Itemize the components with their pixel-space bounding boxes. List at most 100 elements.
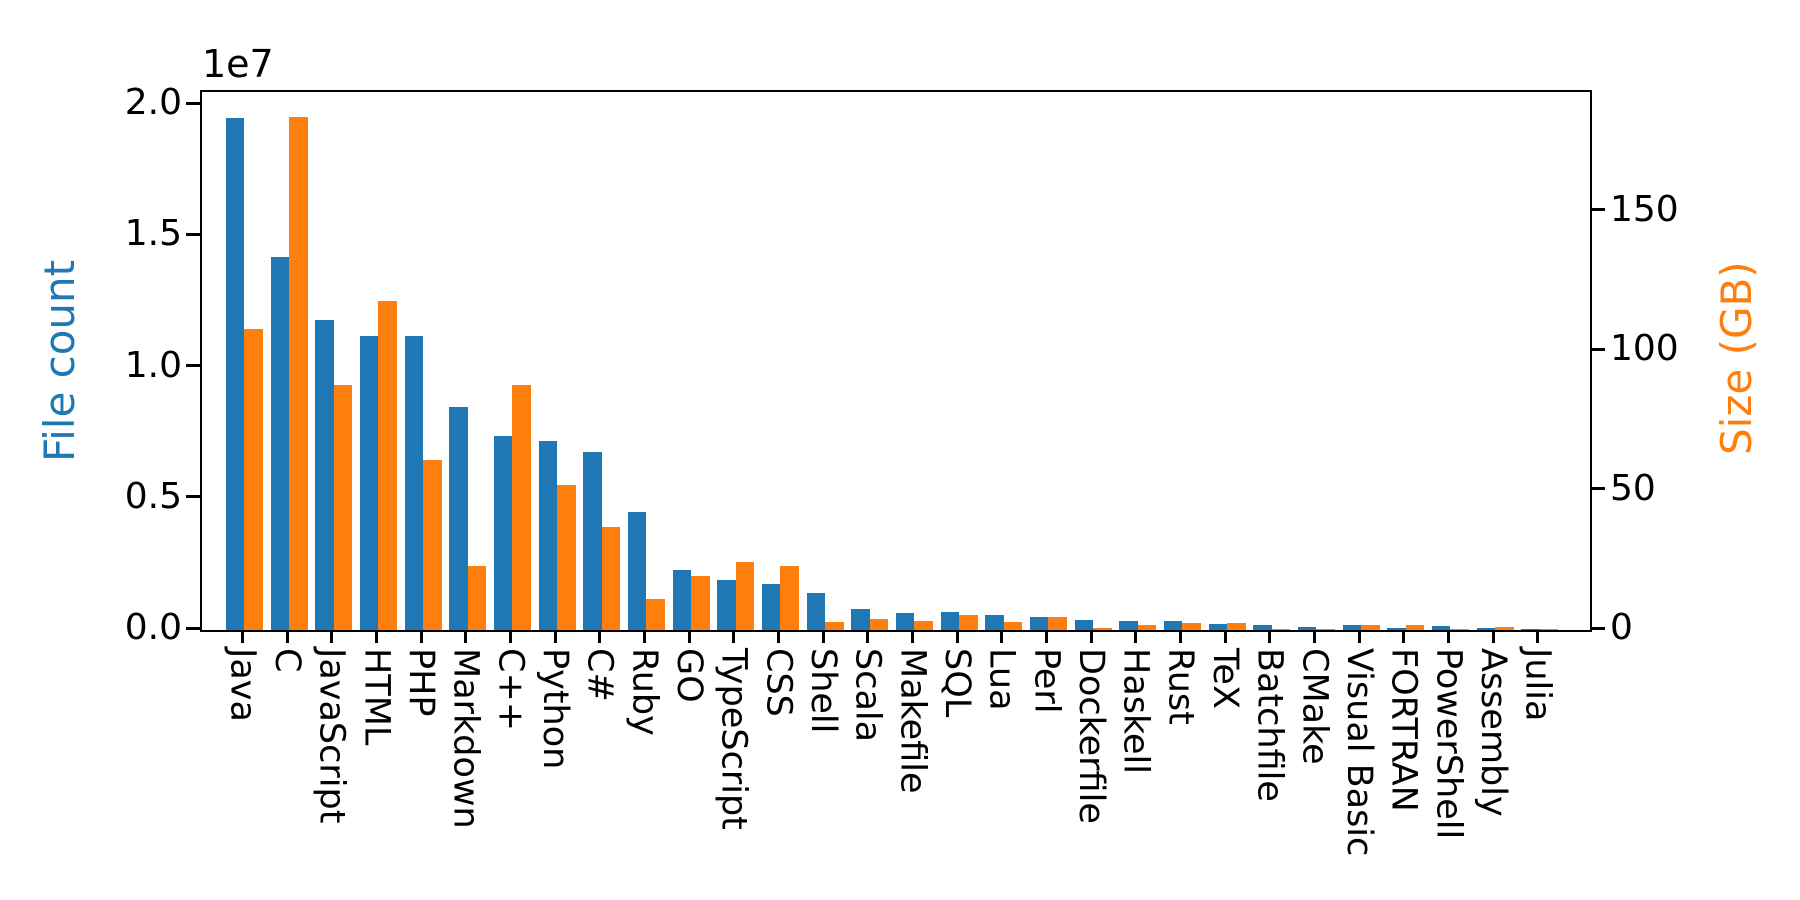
x-tick-mark [374,630,378,643]
x-tick-label-TeX: TeX [1205,648,1245,709]
x-tick-mark [687,630,691,643]
x-tick-label-Ruby: Ruby [624,648,665,736]
right-y-tick-mark [1590,208,1605,212]
bar-size-PHP [423,459,442,630]
bar-size-Lua [1003,622,1023,630]
bar-file-count-Haskell [1119,620,1138,630]
right-y-tick-label-0: 0 [1610,607,1633,648]
bar-size-C++ [512,384,531,630]
x-tick-label-Java: Java [222,648,263,722]
x-tick-mark [1089,630,1093,643]
left-y-tick-label-1.0: 1.0 [124,344,182,386]
bar-size-FORTRAN [1405,624,1425,630]
bar-file-count-FORTRAN [1387,627,1406,630]
right-y-tick-label-50: 50 [1610,467,1656,509]
bar-file-count-CSS [761,584,781,630]
bar-size-Markdown [467,565,487,630]
x-tick-mark [1044,630,1048,643]
bar-file-count-C [270,257,289,630]
left-y-tick-mark [186,495,200,499]
right-y-tick-mark [1590,487,1605,491]
bar-file-count-GO [672,569,691,630]
x-tick-mark [1402,630,1406,643]
x-tick-mark [330,630,334,643]
bar-size-Scala [869,619,889,630]
bar-file-count-Makefile [895,612,915,630]
bar-size-GO [691,575,710,630]
bar-file-count-TeX [1208,624,1227,630]
x-tick-mark [464,630,468,643]
bar-file-count-Perl [1029,616,1049,630]
x-tick-label-Rust: Rust [1160,648,1201,725]
x-tick-label-GO: GO [669,648,709,703]
x-tick-label-Haskell: Haskell [1115,648,1156,775]
x-tick-mark [1312,630,1316,643]
bar-file-count-Python [538,441,557,630]
x-tick-label-C#: C# [579,648,620,702]
x-tick-mark [285,630,289,643]
plot-area [200,90,1592,632]
x-tick-label-Makefile: Makefile [892,648,933,794]
x-tick-label-TypeScript: TypeScript [713,648,754,830]
bar-file-count-Dockerfile [1074,620,1093,630]
x-tick-label-CMake: CMake [1294,648,1335,765]
x-tick-label-Shell: Shell [803,648,843,734]
bar-file-count-CMake [1297,627,1317,630]
bar-file-count-PowerShell [1431,626,1451,630]
left-y-tick-label-0.0: 0.0 [124,607,182,648]
bar-file-count-Lua [985,615,1004,630]
bar-size-Assembly [1495,627,1514,630]
right-y-tick-mark [1590,626,1605,630]
bar-file-count-Batchfile [1253,625,1272,630]
bar-file-count-HTML [359,336,379,630]
x-tick-mark [1223,630,1227,643]
x-tick-mark [1536,630,1540,643]
bar-size-C [289,117,308,630]
y-axis-offset-label: 1e7 [202,42,274,86]
x-tick-mark [1268,630,1272,643]
x-tick-label-Markdown: Markdown [445,648,486,829]
bar-size-Perl [1048,616,1067,630]
left-y-tick-mark [186,626,200,630]
x-tick-mark [642,630,646,643]
bar-file-count-Rust [1163,620,1183,630]
x-tick-mark [1178,630,1182,643]
bar-size-Python [557,485,576,630]
left-y-tick-label-1.5: 1.5 [124,213,182,255]
x-tick-mark [866,630,870,643]
left-y-tick-label-0.5: 0.5 [124,475,182,517]
x-tick-label-Batchfile: Batchfile [1249,648,1290,802]
x-tick-mark [776,630,780,643]
bar-file-count-C++ [493,435,513,630]
bar-file-count-Assembly [1476,627,1495,630]
bar-file-count-Ruby [627,511,647,630]
left-y-tick-mark [186,101,200,105]
x-tick-label-PHP: PHP [401,648,441,717]
bar-size-CSS [780,565,799,630]
x-tick-label-Python: Python [535,648,575,770]
bar-file-count-Visual Basic [1342,625,1361,630]
bar-size-TypeScript [735,561,755,630]
bar-size-Dockerfile [1093,627,1112,630]
bar-file-count-TypeScript [717,580,736,630]
x-tick-mark [553,630,557,643]
bar-size-Ruby [646,599,665,630]
x-tick-label-C++: C++ [490,648,531,732]
bar-file-count-Julia [1521,628,1540,630]
bar-size-Rust [1182,622,1201,630]
x-tick-label-Scala: Scala [847,648,888,743]
x-tick-label-SQL: SQL [937,648,977,718]
x-tick-label-Assembly: Assembly [1473,648,1513,817]
x-tick-label-Perl: Perl [1026,648,1067,714]
left-y-tick-label-2.0: 2.0 [124,82,182,124]
bar-file-count-Shell [806,593,825,630]
x-tick-label-JavaScript: JavaScript [311,648,352,824]
bar-size-CMake [1316,629,1335,630]
right-y-tick-label-100: 100 [1610,328,1679,370]
bar-file-count-SQL [940,611,959,630]
x-tick-mark [419,630,423,643]
x-tick-mark [1000,630,1004,643]
bar-size-HTML [378,301,397,630]
x-tick-mark [732,630,736,643]
